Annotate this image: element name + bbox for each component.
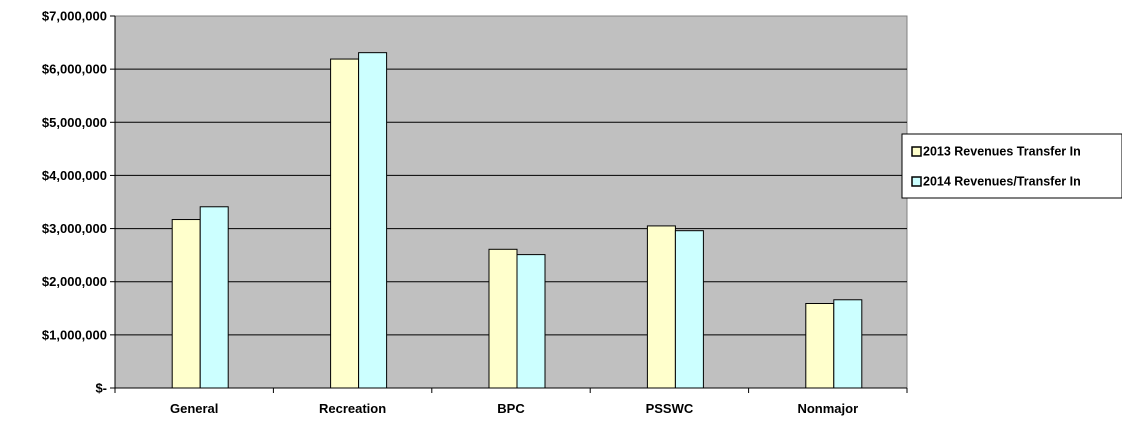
bar-bpc-series-1 <box>488 248 518 389</box>
y-tick-label: $- <box>95 381 107 396</box>
bar-recreation-series-1 <box>330 58 360 389</box>
y-axis: $- $1,000,000 $2,000,000 $3,000,000 $4,000,0… <box>42 9 116 396</box>
y-tick-label: $5,000,000 <box>42 115 107 130</box>
x-tick-label: BPC <box>497 401 525 416</box>
legend-box <box>901 133 1122 199</box>
bar-psswc-series-1 <box>646 225 676 389</box>
x-tick-label: Recreation <box>319 401 386 416</box>
y-tick-label: $3,000,000 <box>42 221 107 236</box>
x-tick-label: Nonmajor <box>797 401 858 416</box>
x-axis: General Recreation BPC PSSWC Nonmajor <box>114 387 908 416</box>
x-tick-label: PSSWC <box>646 401 694 416</box>
legend-label-series-1: 2013 Revenues Transfer In <box>923 145 1081 159</box>
bars <box>171 52 863 389</box>
y-tick-label: $1,000,000 <box>42 327 107 342</box>
bar-nonmajor-series-1 <box>805 303 835 389</box>
legend: 2013 Revenues Transfer In 2014 Revenues/T… <box>901 133 1122 199</box>
y-tick-label: $7,000,000 <box>42 9 107 24</box>
legend-swatch-series-1 <box>911 146 922 157</box>
y-tick-label: $2,000,000 <box>42 274 107 289</box>
legend-swatch-series-2 <box>911 176 922 187</box>
bar-general-series-2 <box>199 206 229 389</box>
bar-psswc-series-2 <box>674 230 704 389</box>
bar-nonmajor-series-2 <box>833 299 863 389</box>
gridlines <box>115 68 907 336</box>
bar-general-series-1 <box>171 219 201 389</box>
y-tick-label: $6,000,000 <box>42 62 107 77</box>
bar-bpc-series-2 <box>516 254 546 389</box>
bar-recreation-series-2 <box>358 52 388 389</box>
y-tick-label: $4,000,000 <box>42 168 107 183</box>
legend-label-series-2: 2014 Revenues/Transfer In <box>923 175 1081 189</box>
x-tick-label: General <box>170 401 218 416</box>
